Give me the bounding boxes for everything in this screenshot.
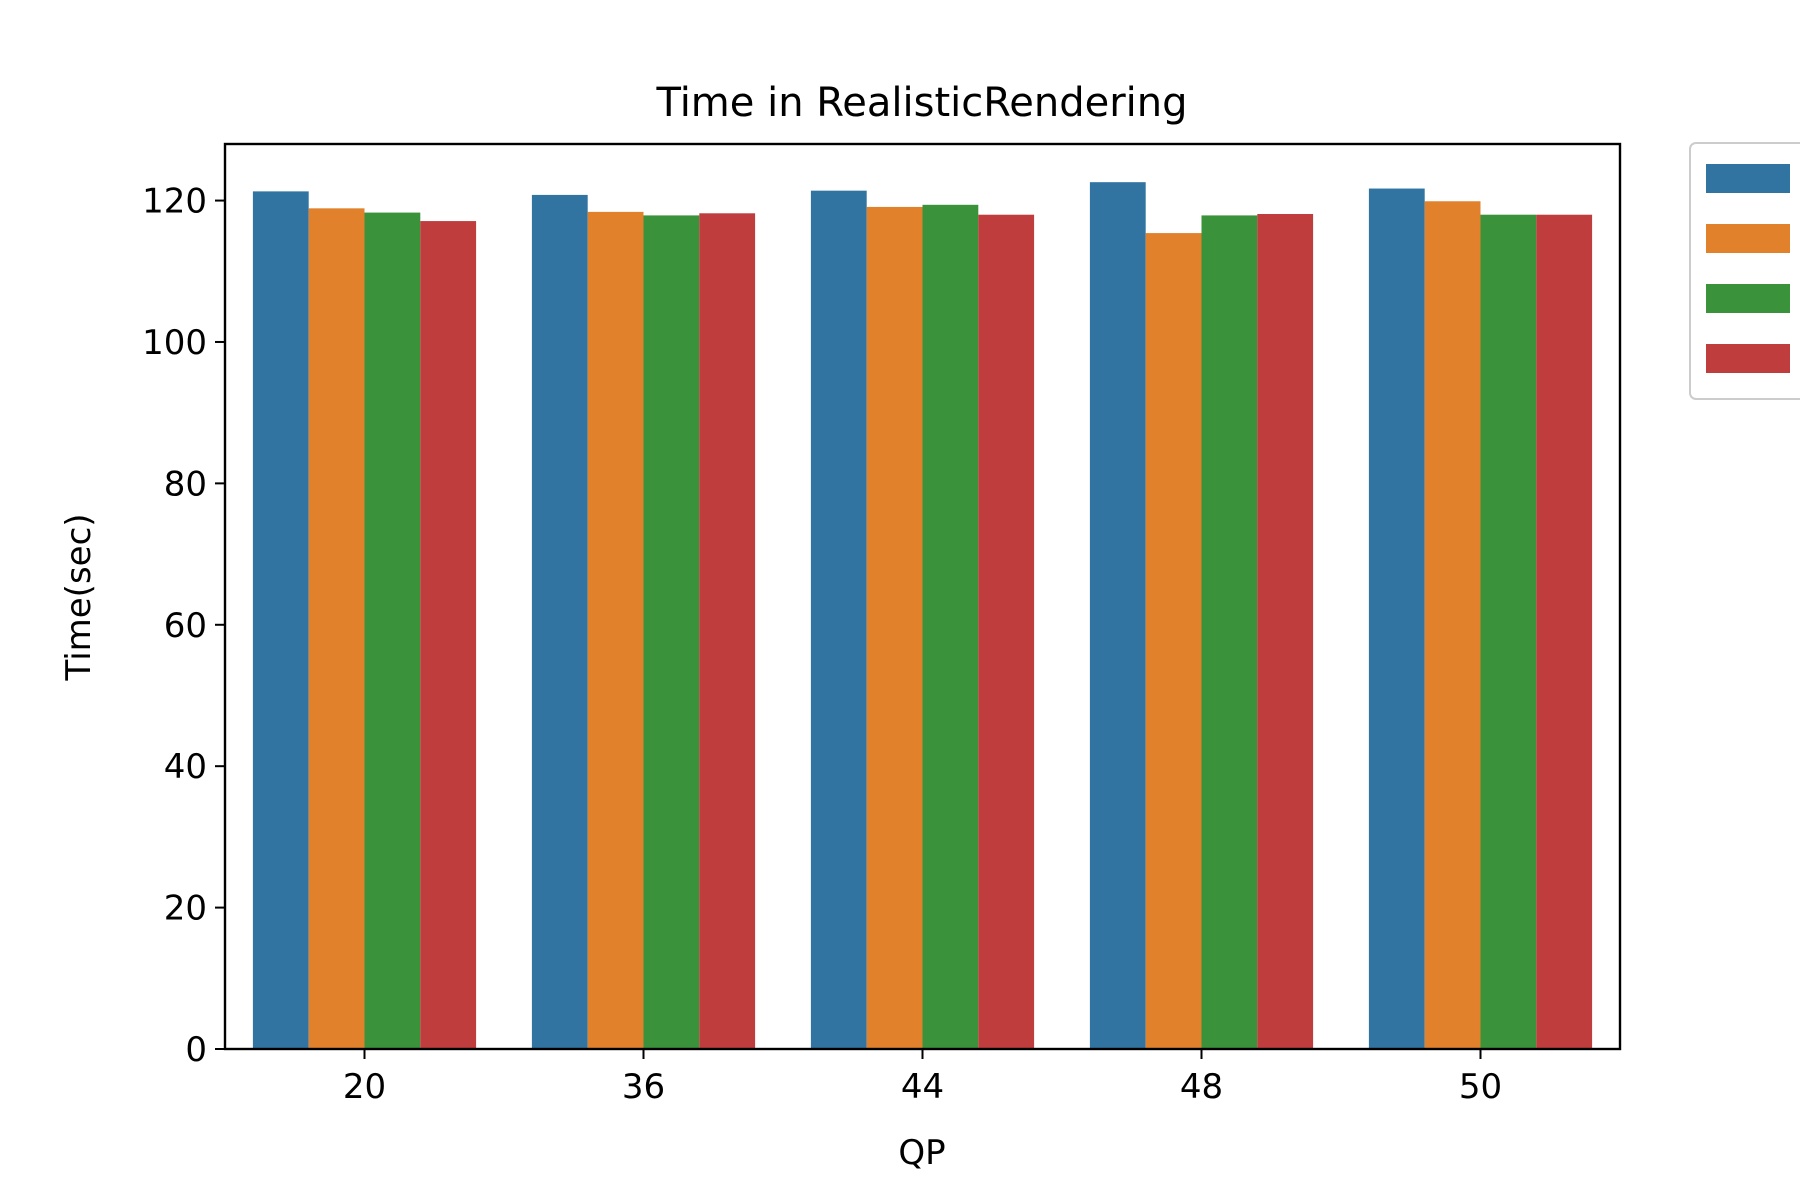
legend-swatch-2: [1706, 224, 1790, 253]
bar-series-3-qp-48: [1201, 215, 1258, 1049]
x-axis-label: QP: [898, 1133, 945, 1173]
bar-series-2-qp-50: [1424, 201, 1481, 1049]
bar-series-1-qp-20: [252, 191, 309, 1049]
legend-frame: [1689, 142, 1800, 400]
y-tick-label: 0: [185, 1030, 207, 1070]
bar-series-3-qp-44: [922, 204, 979, 1049]
x-axis-ticks: 20 36 44 48 50: [343, 1049, 1502, 1107]
plot-frame: [223, 142, 1622, 1051]
bar-series-2-qp-44: [866, 206, 923, 1049]
y-axis-ticks: 0 20 40 60 80 100 120: [142, 182, 225, 1070]
bar-series-4-qp-20: [420, 221, 477, 1049]
y-tick-label: 100: [142, 323, 207, 363]
y-tick-label: 20: [164, 889, 207, 929]
legend-swatch-3: [1706, 284, 1790, 313]
bar-series-2-qp-36: [587, 211, 644, 1049]
bar-series-4-qp-48: [1257, 213, 1314, 1049]
legend-swatch-4: [1706, 344, 1790, 373]
bar-series-4-qp-36: [699, 213, 756, 1049]
bar-series-1-qp-36: [531, 194, 588, 1049]
bar-series-3-qp-20: [364, 212, 421, 1049]
bars-group: [252, 182, 1593, 1049]
y-axis-label: Time(sec): [59, 513, 99, 681]
bar-series-1-qp-50: [1368, 188, 1425, 1049]
bar-series-4-qp-44: [978, 214, 1035, 1049]
y-tick-label: 120: [142, 182, 207, 222]
chart-title: Time in RealisticRendering: [655, 80, 1187, 126]
x-tick-label: 36: [622, 1067, 665, 1107]
bar-series-3-qp-50: [1480, 214, 1537, 1049]
y-tick-label: 80: [164, 464, 207, 504]
legend-swatch-1: [1706, 164, 1790, 193]
bar-series-1-qp-48: [1089, 182, 1146, 1049]
x-tick-label: 20: [343, 1067, 386, 1107]
bar-series-4-qp-50: [1536, 214, 1593, 1049]
y-tick-label: 60: [164, 606, 207, 646]
legend: [1689, 142, 1800, 400]
bar-series-2-qp-48: [1145, 233, 1202, 1049]
bar-series-3-qp-36: [643, 215, 700, 1049]
x-tick-label: 44: [901, 1067, 944, 1107]
y-tick-label: 40: [164, 747, 207, 787]
x-tick-label: 48: [1180, 1067, 1223, 1107]
bar-series-1-qp-44: [810, 190, 867, 1049]
x-tick-label: 50: [1459, 1067, 1502, 1107]
bar-series-2-qp-20: [308, 208, 365, 1049]
